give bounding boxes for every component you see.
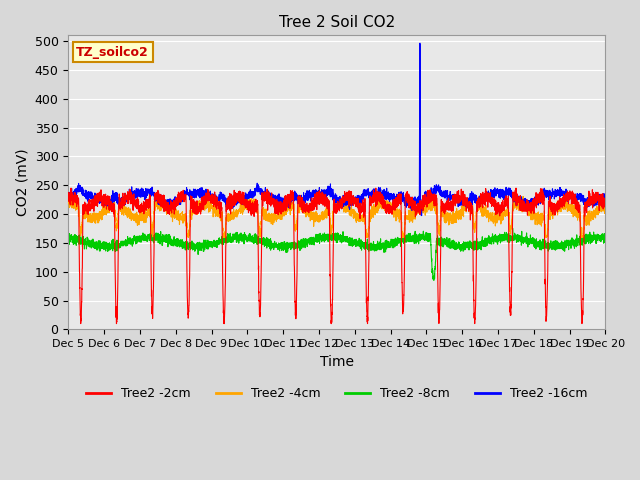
Text: TZ_soilco2: TZ_soilco2 (76, 46, 149, 59)
Y-axis label: CO2 (mV): CO2 (mV) (15, 148, 29, 216)
Legend: Tree2 -2cm, Tree2 -4cm, Tree2 -8cm, Tree2 -16cm: Tree2 -2cm, Tree2 -4cm, Tree2 -8cm, Tree… (81, 383, 593, 406)
Title: Tree 2 Soil CO2: Tree 2 Soil CO2 (279, 15, 395, 30)
X-axis label: Time: Time (320, 355, 354, 369)
